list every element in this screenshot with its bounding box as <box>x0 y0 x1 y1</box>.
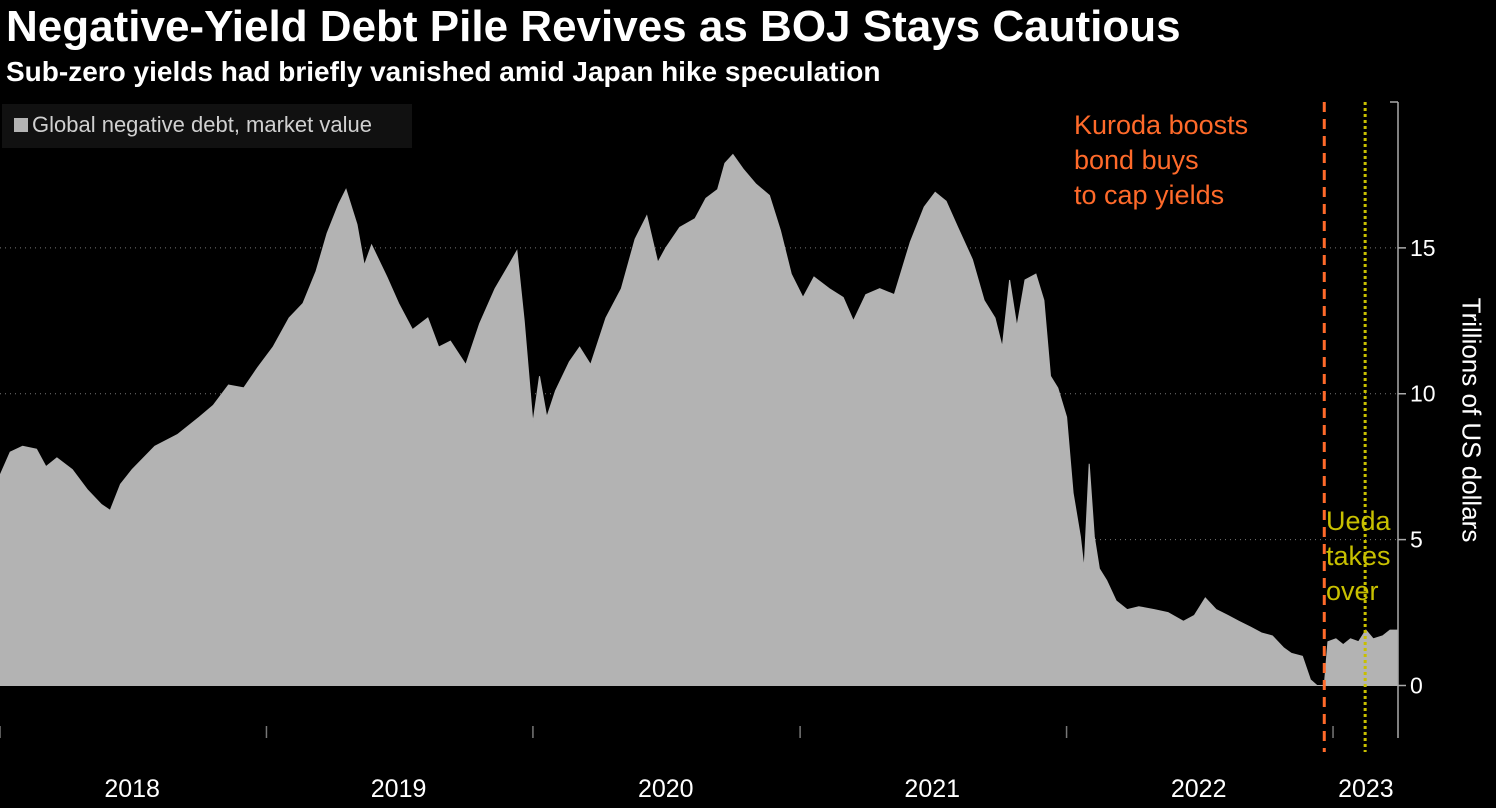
kuroda-annotation-line-3: to cap yields <box>1074 180 1225 210</box>
x-tick-label: 2019 <box>371 775 427 803</box>
kuroda-annotation-line-2: bond buys <box>1074 145 1199 175</box>
ueda-annotation-line-3: over <box>1326 576 1379 606</box>
x-tick-label: 2022 <box>1171 775 1227 803</box>
chart-subtitle: Sub-zero yields had briefly vanished ami… <box>6 56 881 87</box>
y-tick-label: 15 <box>1410 235 1436 261</box>
kuroda-annotation: Kuroda boosts bond buys to cap yields <box>1074 108 1248 213</box>
ueda-annotation-line-2: takes <box>1326 541 1391 571</box>
chart-title: Negative-Yield Debt Pile Revives as BOJ … <box>6 2 1181 51</box>
x-tick-label: 2018 <box>104 775 160 803</box>
series-area <box>0 153 1399 686</box>
legend-label: Global negative debt, market value <box>32 112 372 137</box>
ueda-annotation-line-1: Ueda <box>1326 506 1391 536</box>
x-tick-label: 2023 <box>1338 775 1394 803</box>
y-tick-label: 10 <box>1410 381 1436 407</box>
legend <box>2 104 412 148</box>
x-tick-label: 2020 <box>638 775 694 803</box>
y-axis-label: Trillions of US dollars <box>1456 297 1487 543</box>
y-tick-label: 5 <box>1410 527 1423 553</box>
kuroda-annotation-line-1: Kuroda boosts <box>1074 110 1249 140</box>
y-tick-label: 0 <box>1410 672 1423 698</box>
ueda-annotation: Ueda takes over <box>1326 504 1391 609</box>
legend-swatch <box>14 118 28 132</box>
x-tick-label: 2021 <box>904 775 960 803</box>
